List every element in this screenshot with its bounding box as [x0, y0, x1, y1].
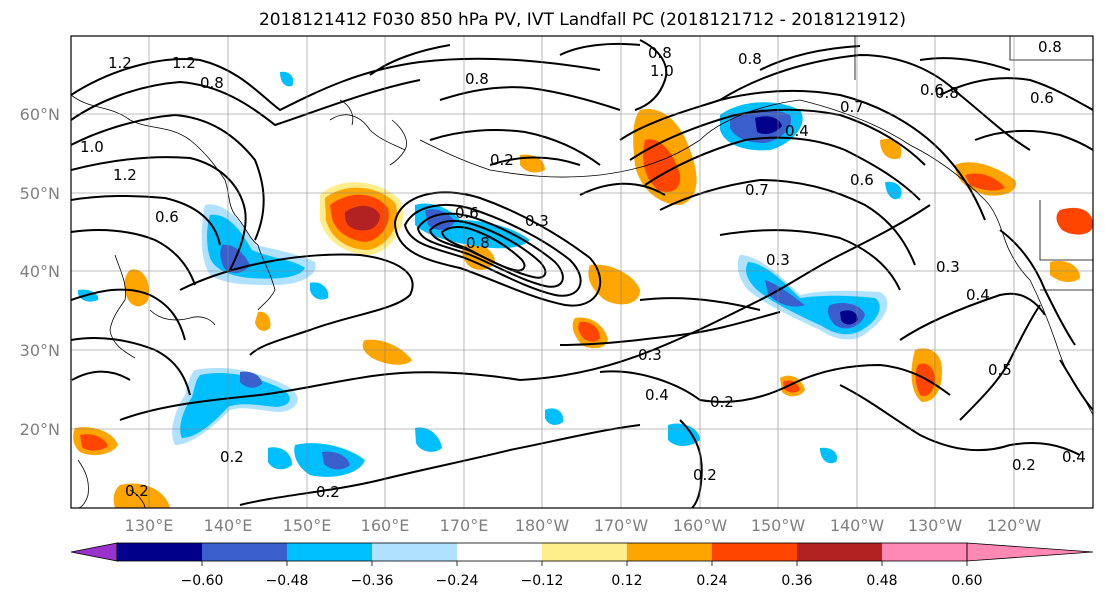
- colorbar-tick-label: −0.36: [351, 573, 394, 589]
- colorbar-tick-label: 0.24: [696, 573, 727, 589]
- colorbar-segment: [117, 543, 202, 561]
- lon-label: 170°E: [440, 516, 489, 535]
- contour-label: 0.8: [1038, 38, 1062, 56]
- contour-labels: 1.2 1.2 0.8 1.0 0.8 0.8 1.0 1.2 0.6 0.8 …: [80, 38, 1086, 501]
- ivt-contours: [71, 39, 1093, 508]
- contour-label: 0.4: [1062, 448, 1086, 466]
- contour-label: 0.6: [1030, 89, 1054, 107]
- colorbar-segment: [287, 543, 372, 561]
- lon-label: 140°W: [830, 516, 885, 535]
- contour-label: 1.2: [113, 166, 137, 184]
- map-frame: [70, 35, 1094, 509]
- lat-label: 20°N: [20, 420, 60, 439]
- contour-label: 0.3: [766, 251, 790, 269]
- contour-label: 0.5: [988, 361, 1012, 379]
- colorbar-segment: [627, 543, 712, 561]
- contour-label: 0.4: [645, 386, 669, 404]
- contour-label: 0.2: [693, 466, 717, 484]
- lat-label: 50°N: [20, 184, 60, 203]
- contour-label: 0.8: [738, 50, 762, 68]
- map-title: 2018121412 F030 850 hPa PV, IVT Landfall…: [258, 10, 906, 30]
- contour-label: 0.3: [525, 212, 549, 230]
- latitude-labels: 60°N 50°N 40°N 30°N 20°N: [20, 105, 60, 439]
- contour-label: 0.8: [465, 70, 489, 88]
- colorbar-segment: [372, 543, 457, 561]
- contour-label: 0.8: [466, 234, 490, 252]
- contour-label: 0.6: [455, 204, 479, 222]
- contour-label: 0.8: [200, 74, 224, 92]
- contour-label: 0.2: [220, 448, 244, 466]
- colorbar-tick-label: −0.60: [181, 573, 224, 589]
- contour-label: 0.8: [648, 44, 672, 62]
- lon-label: 170°W: [594, 516, 649, 535]
- colorbar-segment: [882, 543, 967, 561]
- contour-label: 0.2: [710, 393, 734, 411]
- lon-label: 150°E: [283, 516, 332, 535]
- contour-label: 0.3: [638, 346, 662, 364]
- contour-label: 1.2: [172, 54, 196, 72]
- lon-label: 120°W: [987, 516, 1042, 535]
- contour-label: 1.0: [80, 138, 104, 156]
- gridlines: [71, 36, 1093, 508]
- lon-label: 140°E: [204, 516, 253, 535]
- contour-label: 0.8: [935, 84, 959, 102]
- contour-label: 0.2: [316, 483, 340, 501]
- colorbar-segment: [797, 543, 882, 561]
- contour-label: 0.4: [785, 122, 809, 140]
- colorbar-tick-label: −0.48: [266, 573, 309, 589]
- colorbar-extend-high: [966, 542, 1094, 562]
- pv-positive-shading: [73, 109, 1093, 508]
- pv-negative-shading: [78, 71, 902, 477]
- lat-label: 60°N: [20, 105, 60, 124]
- lon-label: 160°W: [673, 516, 728, 535]
- contour-label: 0.2: [490, 151, 514, 169]
- contour-label: 0.2: [1012, 456, 1036, 474]
- contour-label: 0.7: [745, 181, 769, 199]
- colorbar-segment: [712, 543, 797, 561]
- contour-label: 0.2: [125, 482, 149, 500]
- longitude-labels: 130°E 140°E 150°E 160°E 170°E 180°W 170°…: [125, 516, 1042, 535]
- contour-label: 1.2: [108, 54, 132, 72]
- lon-label: 130°W: [908, 516, 963, 535]
- lon-label: 160°E: [361, 516, 410, 535]
- lon-label: 130°E: [125, 516, 174, 535]
- colorbar-segment: [202, 543, 287, 561]
- colorbar-segment: [542, 543, 627, 561]
- contour-label: 0.6: [920, 81, 944, 99]
- colorbar: −0.60 −0.48 −0.36 −0.24 −0.12 0.12 0.24 …: [70, 542, 1094, 589]
- colorbar-tick-label: 0.12: [611, 573, 642, 589]
- map-content: 1.2 1.2 0.8 1.0 0.8 0.8 1.0 1.2 0.6 0.8 …: [71, 36, 1093, 508]
- colorbar-segment: [457, 543, 542, 561]
- contour-label: 1.0: [650, 62, 674, 80]
- colorbar-tick-label: −0.12: [521, 573, 564, 589]
- colorbar-tick-label: 0.60: [951, 573, 982, 589]
- colorbar-extend-low: [70, 542, 118, 562]
- lon-label: 180°W: [515, 516, 570, 535]
- lat-label: 30°N: [20, 341, 60, 360]
- contour-label: 0.4: [966, 286, 990, 304]
- lon-label: 150°W: [751, 516, 806, 535]
- colorbar-tick-label: 0.36: [781, 573, 812, 589]
- contour-label: 0.3: [936, 258, 960, 276]
- contour-label: 0.6: [850, 171, 874, 189]
- lat-label: 40°N: [20, 262, 60, 281]
- contour-label: 0.6: [155, 208, 179, 226]
- colorbar-tick-label: −0.24: [436, 573, 479, 589]
- contour-label: 0.7: [840, 98, 864, 116]
- colorbar-tick-label: 0.48: [866, 573, 897, 589]
